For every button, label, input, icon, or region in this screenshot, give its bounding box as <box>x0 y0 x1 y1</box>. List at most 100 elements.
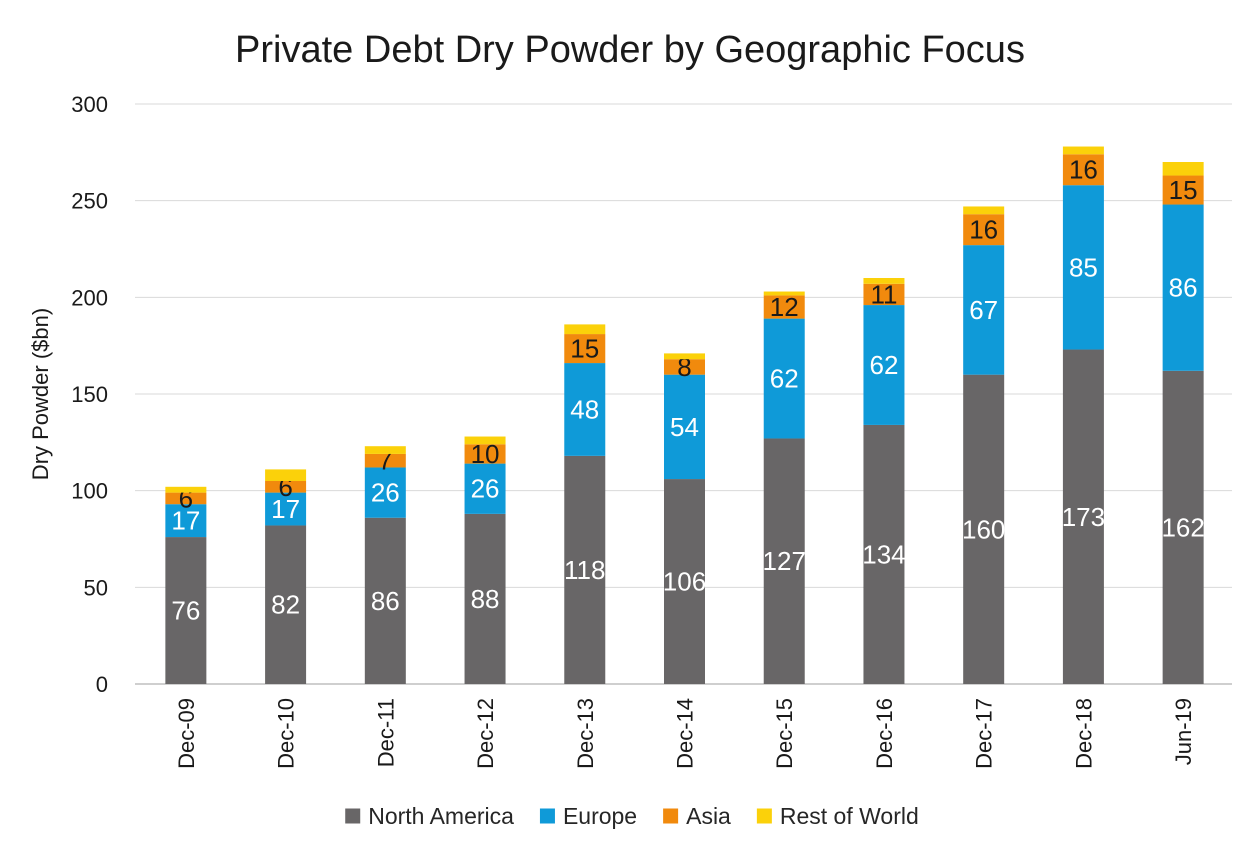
data-label: 16 <box>1069 155 1098 185</box>
bar-segment-north-america <box>265 525 307 684</box>
bar-segment-rest-of-world <box>863 278 905 284</box>
bar-segment-asia <box>664 359 705 375</box>
data-label: 88 <box>471 584 500 614</box>
legend-label: North America <box>368 803 514 829</box>
bar-segment-north-america <box>364 517 406 684</box>
bar-segment-asia <box>763 295 805 319</box>
x-tick-label: Dec-16 <box>872 698 897 769</box>
data-label: 118 <box>564 555 605 585</box>
bar-segment-rest-of-world <box>364 446 406 454</box>
bar-segment-europe <box>165 504 207 538</box>
bar-segment-rest-of-world <box>464 436 506 445</box>
chart-title: Private Debt Dry Powder by Geographic Fo… <box>235 29 1025 71</box>
bar-segment-rest-of-world <box>763 291 805 296</box>
bar-segment-rest-of-world <box>564 324 606 335</box>
bar-segment-europe <box>664 374 705 480</box>
data-label: 62 <box>770 364 799 394</box>
bar-segment-europe <box>265 492 307 526</box>
y-tick-label: 50 <box>84 575 108 600</box>
data-label: 85 <box>1069 252 1098 282</box>
y-tick-label: 200 <box>71 285 108 310</box>
data-label: 86 <box>1169 273 1198 303</box>
bar-segment-north-america <box>763 438 805 684</box>
data-label: 16 <box>969 215 998 245</box>
bar-segment-europe <box>763 318 805 439</box>
bar-segment-asia <box>265 481 307 493</box>
data-label: 160 <box>962 514 1005 544</box>
legend-label: Asia <box>686 803 731 829</box>
x-tick-label: Dec-17 <box>972 698 997 769</box>
data-label: 86 <box>371 586 400 616</box>
legend-item-north-america: North America <box>345 803 514 829</box>
data-label: 15 <box>1169 175 1198 205</box>
bar-segment-north-america <box>863 424 905 684</box>
y-tick-label: 300 <box>71 92 108 117</box>
y-tick-label: 100 <box>71 479 108 504</box>
bar-segment-north-america <box>464 513 506 684</box>
y-axis-ticks: 0 50 100 150 200 250 300 <box>71 92 108 697</box>
legend-swatch <box>539 808 555 824</box>
y-tick-label: 250 <box>71 189 108 214</box>
bar-segment-europe <box>963 245 1005 375</box>
bar-segment-europe <box>863 305 905 425</box>
bar-segment-rest-of-world <box>1162 162 1204 176</box>
gridlines <box>135 103 1232 685</box>
bar-segment-asia <box>863 283 905 306</box>
bar-segment-europe <box>1062 185 1104 350</box>
bar-segment-rest-of-world <box>664 353 705 360</box>
data-label: 12 <box>770 292 799 322</box>
y-axis-label: Dry Powder ($bn) <box>28 308 53 480</box>
x-tick-label: Dec-14 <box>673 698 698 769</box>
data-label: 82 <box>271 590 300 620</box>
data-label: 127 <box>763 546 806 576</box>
data-label: 17 <box>271 494 300 524</box>
bar-stack-Dec-17: 160 67 16 <box>962 206 1005 684</box>
bars: 7617682176862678826101184815106548127621… <box>165 146 1205 684</box>
bar-segment-rest-of-world <box>165 486 207 493</box>
x-tick-label: Dec-09 <box>174 698 199 769</box>
data-label: 11 <box>870 279 897 309</box>
bar-segment-asia <box>364 453 406 468</box>
legend-item-asia: Asia <box>663 803 731 829</box>
data-label: 134 <box>862 539 905 569</box>
bar-segment-north-america <box>165 537 207 684</box>
legend-swatch <box>756 808 772 824</box>
x-tick-label: Dec-13 <box>573 698 598 769</box>
bar-segment-north-america <box>1162 370 1204 684</box>
legend-label: Europe <box>563 803 637 829</box>
bar-segment-asia <box>1162 175 1204 205</box>
bar-segment-europe <box>1162 204 1204 371</box>
x-tick-label: Dec-15 <box>772 698 797 769</box>
bar-segment-europe <box>464 463 506 514</box>
bar-segment-north-america <box>1062 349 1104 684</box>
legend-swatch <box>663 808 679 824</box>
data-label: 162 <box>1161 512 1204 542</box>
y-tick-label: 150 <box>71 382 108 407</box>
legend-item-europe: Europe <box>539 803 637 829</box>
bar-segment-north-america <box>664 479 705 684</box>
data-label: 173 <box>1062 502 1105 532</box>
data-label: 54 <box>670 412 699 442</box>
bar-stack-Dec-18: 173 85 16 <box>1062 146 1105 684</box>
data-label: 48 <box>570 394 599 424</box>
data-label: 76 <box>171 596 200 626</box>
legend-item-rest-of-world: Rest of World <box>756 803 919 829</box>
bar-stack-Dec-16: 134 62 11 <box>862 278 906 684</box>
bar-segment-rest-of-world <box>963 206 1005 215</box>
bar-segment-asia <box>464 444 506 464</box>
x-tick-label: Dec-11 <box>373 698 398 767</box>
x-tick-label: Dec-10 <box>274 698 299 769</box>
bar-stack-Dec-14: 106 54 8 <box>663 352 706 684</box>
bar-segment-asia <box>564 334 606 364</box>
bar-segment-north-america <box>564 455 606 684</box>
bar-segment-europe <box>564 363 606 456</box>
legend-swatch <box>345 808 361 824</box>
bar-stack-Jun-19: 162 86 15 <box>1161 162 1205 684</box>
legend-label: Rest of World <box>780 803 919 829</box>
bar-stack-Dec-13: 118 48 15 <box>564 324 605 684</box>
bar-segment-europe <box>364 467 406 518</box>
